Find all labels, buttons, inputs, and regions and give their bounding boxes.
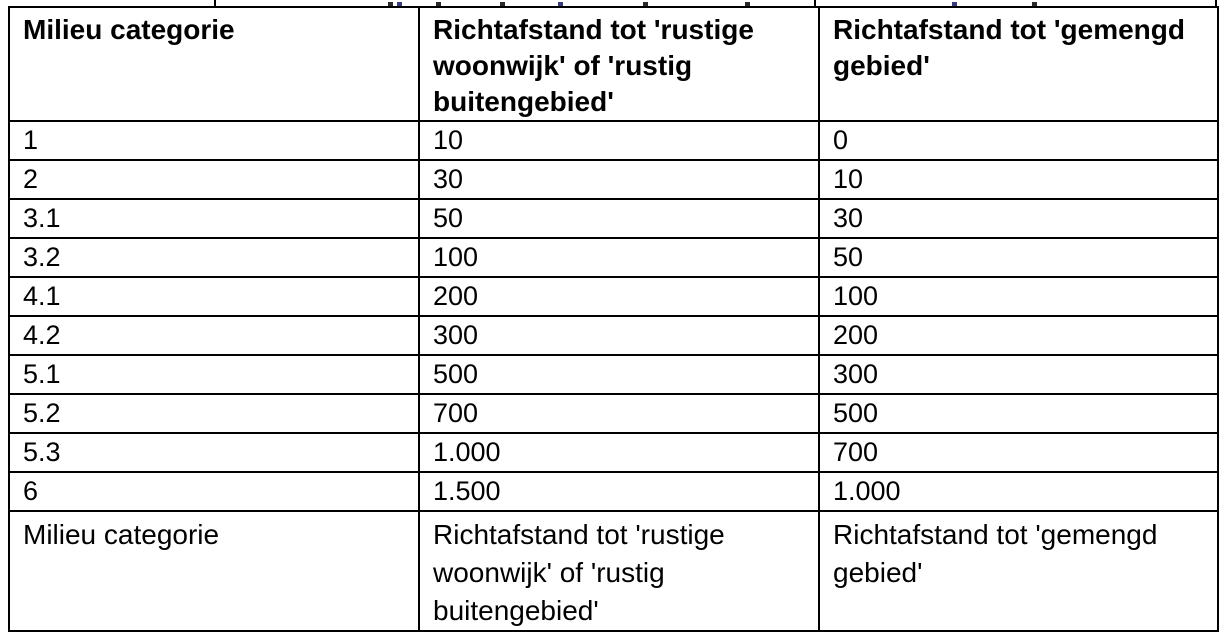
clipped-text-fragment [745,2,750,6]
clipped-text-fragment [558,2,563,6]
cell-category: 4.1 [8,276,420,317]
cell-gemengd: 100 [818,276,1219,317]
clipped-text-fragment [952,2,957,6]
header-cell-milieu-categorie: Milieu categorie [8,6,420,122]
table-row: 4.1 200 100 [8,276,1219,317]
cell-gemengd: 1.000 [818,471,1219,512]
table-row: 5.3 1.000 700 [8,432,1219,473]
cell-rustig: 700 [418,393,820,434]
footer-cell-richtafstand-gemengd: Richtafstand tot 'gemengd gebied' [818,510,1219,632]
header-line: Richtafstand tot 'rustige [433,14,754,45]
cell-rustig: 1.500 [418,471,820,512]
cell-rustig: 500 [418,354,820,395]
cell-gemengd: 300 [818,354,1219,395]
table-row: 1 10 0 [8,120,1219,161]
cell-category: 2 [8,159,420,200]
table-row: 4.2 300 200 [8,315,1219,356]
clipped-text-fragment [643,2,648,6]
cell-rustig: 10 [418,120,820,161]
clipped-text-fragment [397,2,402,6]
header-line: gebied' [833,50,930,81]
milieu-categorie-table: Milieu categorie Richtafstand tot 'rusti… [8,6,1219,632]
cell-gemengd: 30 [818,198,1219,239]
clipped-text-fragment [388,2,393,6]
footer-cell-richtafstand-rustig: Richtafstand tot 'rustige woonwijk' of '… [418,510,820,632]
clipped-cell-divider [814,0,816,8]
cell-rustig: 50 [418,198,820,239]
footer-cell-milieu-categorie: Milieu categorie [8,510,420,632]
cell-gemengd: 50 [818,237,1219,278]
cell-gemengd: 700 [818,432,1219,473]
clipped-text-fragment [436,2,441,6]
cell-rustig: 200 [418,276,820,317]
table-row: 3.2 100 50 [8,237,1219,278]
clipped-cell-divider [214,0,216,8]
clipped-text-fragment [1032,2,1037,6]
cell-rustig: 100 [418,237,820,278]
clipped-cell-divider [1215,0,1217,8]
cell-gemengd: 200 [818,315,1219,356]
table-row: 2 30 10 [8,159,1219,200]
cell-rustig: 1.000 [418,432,820,473]
footer-line: gebied' [833,557,923,588]
table-row: 3.1 50 30 [8,198,1219,239]
table-row: 5.2 700 500 [8,393,1219,434]
header-line: woonwijk' of 'rustig [433,50,693,81]
header-line: buitengebied' [433,86,614,117]
cell-category: 6 [8,471,420,512]
cell-category: 3.2 [8,237,420,278]
cell-category: 4.2 [8,315,420,356]
cell-rustig: 300 [418,315,820,356]
footer-line: woonwijk' of 'rustig [433,557,665,588]
cell-rustig: 30 [418,159,820,200]
cell-category: 5.2 [8,393,420,434]
cell-gemengd: 10 [818,159,1219,200]
header-cell-richtafstand-gemengd: Richtafstand tot 'gemengd gebied' [818,6,1219,122]
header-cell-richtafstand-rustig: Richtafstand tot 'rustige woonwijk' of '… [418,6,820,122]
cell-category: 3.1 [8,198,420,239]
table-footer-row: Milieu categorie Richtafstand tot 'rusti… [8,510,1219,632]
footer-line: Richtafstand tot 'rustige [433,519,725,550]
clipped-text-fragment [500,2,505,6]
header-line: Richtafstand tot 'gemengd [833,14,1185,45]
clipped-row-above [0,0,1228,8]
table-header-row: Milieu categorie Richtafstand tot 'rusti… [8,6,1219,122]
cell-category: 1 [8,120,420,161]
table-row: 6 1.500 1.000 [8,471,1219,512]
table-row: 5.1 500 300 [8,354,1219,395]
footer-line: Richtafstand tot 'gemengd [833,519,1158,550]
footer-line: buitengebied' [433,595,599,626]
cell-gemengd: 500 [818,393,1219,434]
cell-category: 5.3 [8,432,420,473]
cell-category: 5.1 [8,354,420,395]
cell-gemengd: 0 [818,120,1219,161]
